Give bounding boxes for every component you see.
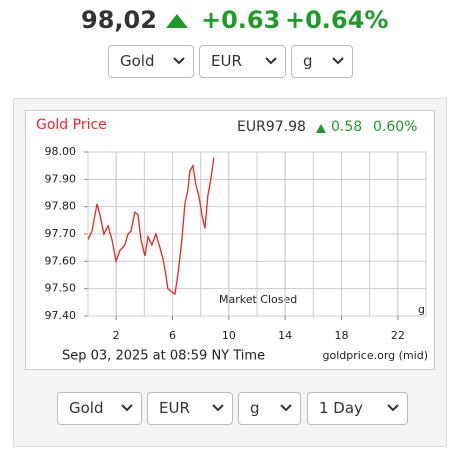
percent: +0.64% <box>285 6 389 34</box>
price: 98,02 <box>81 6 157 34</box>
select[interactable]: Gold <box>108 45 194 78</box>
x-tick-label: 2 <box>113 329 120 342</box>
chevron <box>265 57 277 65</box>
chevron <box>332 57 344 65</box>
quote-change: 0.58 <box>331 119 362 135</box>
select-label: Gold <box>69 399 104 417</box>
chart: Gold Price EUR97.98 0.58 0.60% Market Cl… <box>36 117 429 364</box>
chart-box <box>25 110 435 370</box>
chevron <box>173 57 185 65</box>
y-tick-label: 98.00 <box>45 145 77 158</box>
select[interactable]: EUR <box>199 45 286 78</box>
select-label: g <box>250 399 260 417</box>
price-line <box>87 157 215 296</box>
chart-title: Gold Price <box>36 117 107 133</box>
quote: EUR97.98 <box>237 119 306 135</box>
y-tick-label: 97.50 <box>45 282 77 295</box>
select[interactable]: g <box>238 392 301 425</box>
x-tick-label: 10 <box>222 329 236 342</box>
select[interactable]: EUR <box>147 392 233 425</box>
select-label: EUR <box>211 52 242 70</box>
chevron <box>212 404 224 412</box>
y-tick-label: 97.90 <box>45 172 77 185</box>
y-tick-label: 97.70 <box>45 227 77 240</box>
y-tick-label: 97.40 <box>45 309 77 322</box>
x-tick-label: 18 <box>335 329 349 342</box>
select[interactable]: g <box>291 45 353 78</box>
select-label: Gold <box>120 52 155 70</box>
select[interactable]: 1 Day <box>307 392 408 425</box>
unit: g <box>418 303 425 316</box>
quote-arrow <box>316 124 326 133</box>
y-tick-label: 97.80 <box>45 200 77 213</box>
chevron <box>121 404 133 412</box>
footer-left: Sep 03, 2025 at 08:59 NY Time <box>62 349 265 364</box>
select-label: EUR <box>159 399 190 417</box>
footer-right: goldprice.org (mid) <box>323 349 429 362</box>
chevron <box>280 404 292 412</box>
annotation: Market Closed <box>219 293 297 306</box>
change: +0.63 <box>201 6 281 34</box>
select[interactable]: Gold <box>57 392 142 425</box>
x-tick-label: 22 <box>391 329 405 342</box>
x-tick-label: 14 <box>278 329 292 342</box>
up-arrow <box>166 14 188 28</box>
select-label: 1 Day <box>319 399 363 417</box>
x-tick-label: 6 <box>169 329 176 342</box>
select-label: g <box>303 52 313 70</box>
y-tick-label: 97.60 <box>45 254 77 267</box>
quote-percent: 0.60% <box>373 119 417 135</box>
chevron <box>387 404 399 412</box>
